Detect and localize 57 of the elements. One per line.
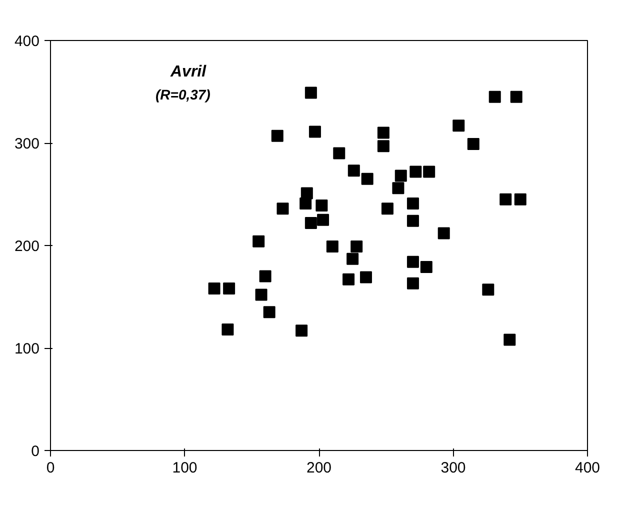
- point: [222, 324, 234, 336]
- y-tick-label: 300: [14, 136, 40, 152]
- point: [263, 306, 276, 318]
- point: [348, 164, 360, 177]
- point: [406, 256, 419, 268]
- point: [208, 282, 220, 295]
- point: [504, 334, 516, 346]
- point: [381, 202, 394, 215]
- point: [326, 240, 338, 253]
- point: [300, 197, 312, 210]
- point: [255, 288, 268, 301]
- y-tick-label: 400: [14, 33, 40, 50]
- point: [392, 182, 404, 194]
- point: [360, 271, 372, 284]
- point: [394, 170, 407, 182]
- y-tick-label: 0: [31, 443, 40, 460]
- point: [342, 273, 355, 286]
- point: [488, 90, 501, 103]
- point: [308, 126, 321, 138]
- point: [271, 130, 284, 142]
- y-tick-label: 200: [14, 238, 40, 255]
- text: Avril: [170, 64, 207, 80]
- point: [482, 284, 494, 296]
- x-tick-label: 300: [440, 460, 466, 476]
- point: [252, 235, 265, 248]
- x-tick-label: 400: [574, 460, 600, 476]
- point: [304, 86, 317, 99]
- point: [452, 120, 465, 132]
- point: [438, 227, 450, 240]
- point: [350, 240, 363, 253]
- x-tick-label: 0: [46, 460, 55, 476]
- point: [510, 90, 522, 103]
- point: [423, 166, 436, 178]
- point: [259, 270, 272, 282]
- point: [406, 214, 419, 227]
- point: [333, 147, 346, 160]
- point: [296, 324, 308, 337]
- point: [514, 193, 526, 206]
- point: [500, 193, 512, 206]
- text: (R=0,37): [156, 86, 211, 102]
- point: [406, 197, 419, 210]
- point: [377, 140, 390, 152]
- x-tick-label: 100: [172, 460, 198, 476]
- point: [361, 172, 374, 185]
- x-tick-label: 200: [306, 460, 332, 476]
- point: [223, 282, 236, 295]
- point: [377, 126, 390, 139]
- point: [420, 261, 432, 274]
- point: [467, 138, 480, 150]
- point: [304, 216, 317, 229]
- y-tick-label: 100: [14, 340, 40, 358]
- point: [410, 166, 422, 178]
- point: [317, 214, 330, 226]
- point: [406, 277, 419, 290]
- point: [346, 252, 359, 265]
- point: [276, 202, 289, 215]
- point: [316, 200, 328, 212]
